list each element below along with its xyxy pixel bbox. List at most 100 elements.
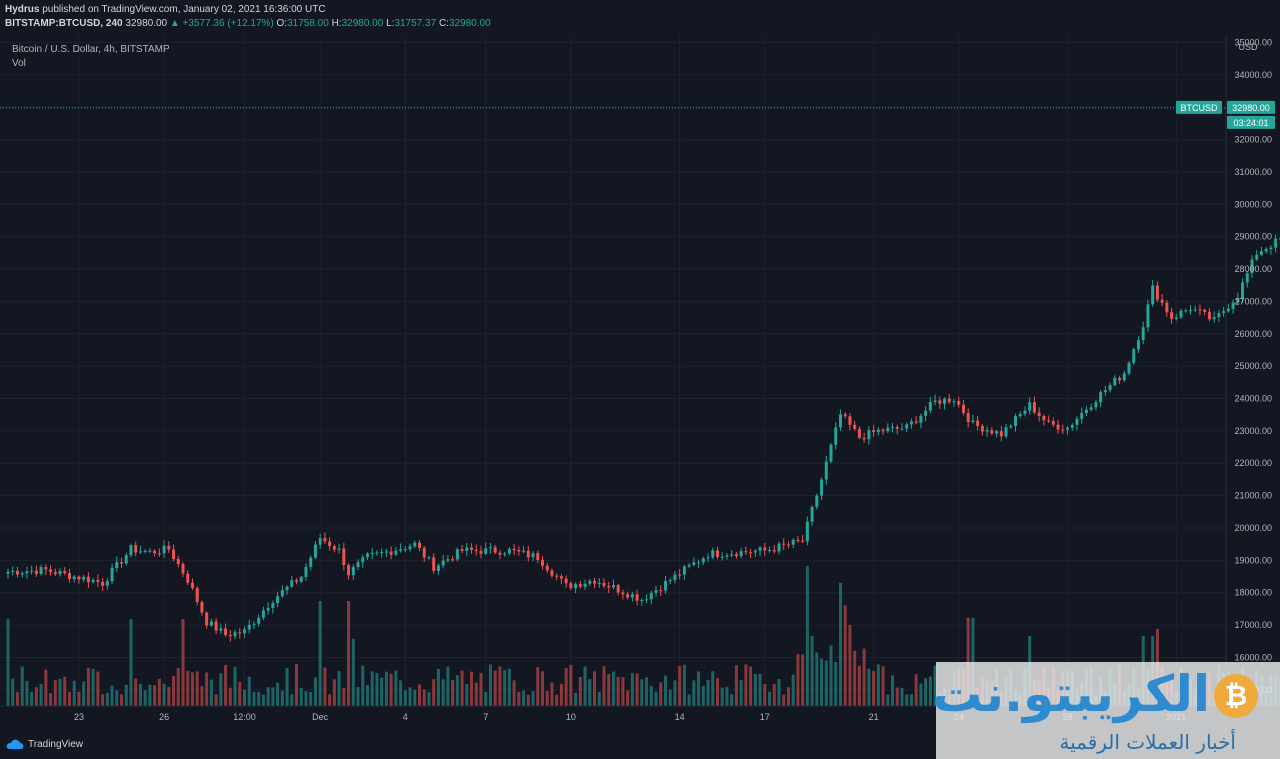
candle-body <box>1132 349 1136 363</box>
candle-body <box>460 549 464 552</box>
candle-body <box>1023 410 1027 414</box>
volume-bar <box>63 676 67 706</box>
candle-body <box>574 584 578 589</box>
candle-body <box>1094 402 1098 408</box>
candle-body <box>1222 311 1226 314</box>
candle-body <box>176 558 180 564</box>
tradingview-logo[interactable]: TradingView <box>6 738 83 750</box>
candle-body <box>952 401 956 403</box>
candle-body <box>167 545 171 550</box>
candle-body <box>6 571 10 574</box>
low-value: 31757.37 <box>394 18 437 29</box>
volume-bar <box>517 691 521 706</box>
volume-bar <box>375 673 379 706</box>
candle-body <box>110 567 114 582</box>
candle-body <box>124 555 128 564</box>
candle-body <box>540 559 544 566</box>
volume-bar <box>20 666 24 706</box>
currency-label: USD <box>1238 42 1258 52</box>
time-tick-label: 7 <box>483 712 488 722</box>
candle-body <box>446 559 450 561</box>
low-label: L: <box>386 18 395 29</box>
publisher-name[interactable]: Hydrus <box>5 4 40 15</box>
volume-bar <box>692 680 696 706</box>
candle-body <box>1018 413 1022 417</box>
open-label: O: <box>276 18 288 29</box>
volume-bar <box>190 672 194 706</box>
candle-body <box>1141 327 1145 341</box>
candle-body <box>1127 362 1131 374</box>
volume-bar <box>101 694 105 706</box>
candle-body <box>488 547 492 549</box>
price-chart[interactable]: 15000.0016000.0017000.0018000.0019000.00… <box>0 36 1280 732</box>
candle-body <box>356 562 360 568</box>
volume-bar <box>39 683 43 706</box>
candle-body <box>1080 412 1084 419</box>
candle-body <box>1278 238 1280 240</box>
candle-body <box>786 544 790 546</box>
volume-bar <box>105 692 109 706</box>
candle-body <box>801 540 805 542</box>
candle-body <box>853 424 857 429</box>
candle-body <box>418 542 422 548</box>
candle-body <box>247 624 251 630</box>
candle-body <box>782 543 786 545</box>
volume-bar <box>143 690 147 706</box>
candle-body <box>914 421 918 423</box>
volume-bar <box>649 685 653 706</box>
volume-bar <box>550 682 554 706</box>
chart-header: Hydrus published on TradingView.com, Jan… <box>0 0 1280 36</box>
candle-body <box>1056 424 1060 430</box>
volume-bar <box>53 679 57 706</box>
volume-bar <box>186 670 190 706</box>
candle-body <box>1061 429 1065 431</box>
volume-bar <box>682 664 686 706</box>
candle-body <box>25 571 29 574</box>
candle-body <box>1264 248 1268 252</box>
volume-bar <box>602 666 606 706</box>
candle-body <box>824 461 828 480</box>
volume-bar <box>479 673 483 706</box>
volume-bar <box>498 666 502 706</box>
candle-body <box>342 548 346 566</box>
candle-body <box>309 557 313 567</box>
candle-body <box>91 580 95 583</box>
volume-bar <box>895 687 899 706</box>
candle-body <box>347 565 351 576</box>
candle-body <box>252 623 256 625</box>
volume-bar <box>673 680 677 706</box>
candle-body <box>1032 402 1036 413</box>
price-tick-label: 18000.00 <box>1234 588 1272 598</box>
candle-body <box>153 550 157 554</box>
volume-bar <box>838 582 842 706</box>
volume-bar <box>96 671 100 706</box>
site-watermark: الكريبتو.نت أخبار العملات الرقمية ₿ <box>932 662 1280 759</box>
price-axis[interactable]: 15000.0016000.0017000.0018000.0019000.00… <box>1234 37 1272 694</box>
instrument-legend: Bitcoin / U.S. Dollar, 4h, BITSTAMP <box>12 44 170 55</box>
candle-body <box>881 429 885 432</box>
candle-body <box>503 553 507 555</box>
price-tick-label: 24000.00 <box>1234 394 1272 404</box>
candle-body <box>67 573 71 580</box>
volume-bar <box>120 694 124 706</box>
candle-body <box>205 612 209 626</box>
candle-body <box>966 413 970 422</box>
candle-body <box>318 538 322 545</box>
volume-bar <box>441 679 445 706</box>
candle-body <box>659 590 663 592</box>
candle-body <box>720 556 724 558</box>
volume-bar <box>654 691 658 706</box>
candle-body <box>995 431 999 434</box>
volume-bar <box>228 687 232 706</box>
volume-bar <box>413 689 417 706</box>
candle-body <box>1084 409 1088 413</box>
candle-body <box>172 549 176 559</box>
volume-bar <box>616 676 620 706</box>
candle-body <box>1089 407 1093 410</box>
volume-bar <box>630 672 634 706</box>
volume-bar <box>753 674 757 706</box>
volume-bar <box>157 678 161 706</box>
volume-bar <box>635 673 639 706</box>
tradingview-brand: TradingView <box>28 738 84 750</box>
volume-bar <box>593 671 597 706</box>
